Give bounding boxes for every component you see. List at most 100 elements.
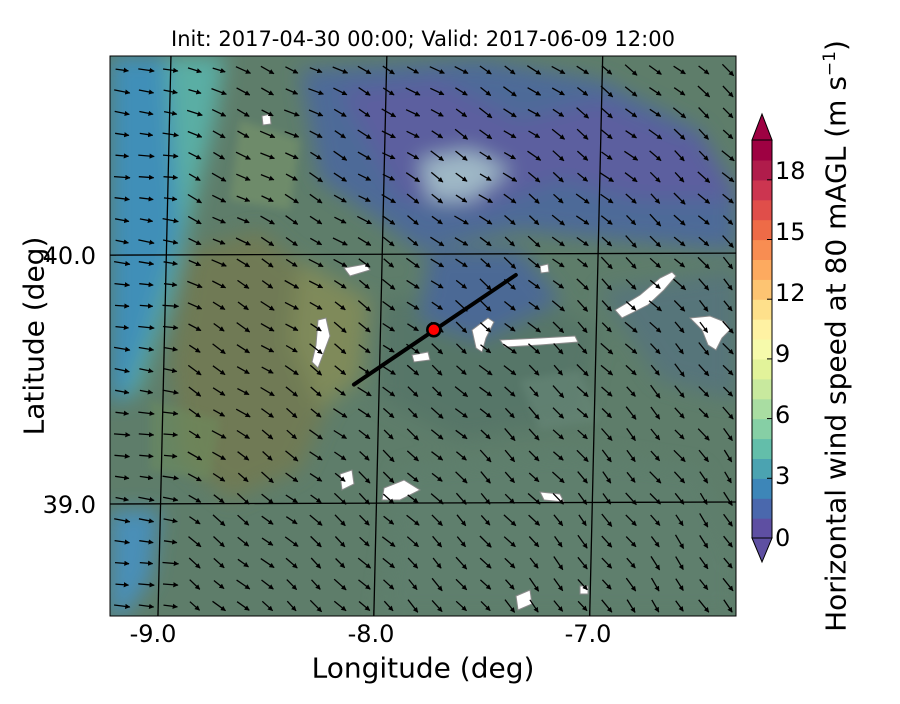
wind-vector-arrow [455, 172, 468, 182]
wind-vector-arrow [406, 152, 420, 160]
wind-vector-arrow [286, 600, 297, 612]
wind-vector-arrow [163, 67, 179, 73]
wind-vector-arrow [334, 451, 347, 461]
wind-vector-arrow [698, 236, 710, 247]
wind-vector-arrow [358, 366, 371, 375]
wind-vector-arrow [551, 300, 565, 312]
wind-vector-arrow [114, 196, 130, 202]
wind-vector-arrow [650, 514, 661, 526]
missing-patch [261, 113, 272, 126]
wind-vector-arrow [115, 132, 130, 138]
wind-vector-arrow [236, 492, 250, 505]
wind-vector-arrow [286, 429, 297, 440]
texture-patch [230, 120, 300, 210]
wind-vector-arrow [626, 386, 636, 397]
wind-vector-arrow [479, 300, 492, 312]
wind-vector-arrow [237, 514, 250, 526]
colorbar-segment [752, 299, 772, 320]
colorbar-tick-label: 12 [775, 279, 806, 307]
wind-vector-arrow [261, 109, 274, 117]
missing-patch [539, 263, 550, 274]
wind-vector-arrow [115, 153, 130, 159]
wind-vector-arrow [432, 557, 442, 569]
wind-vector-arrow [236, 108, 250, 117]
wind-vector-arrow [334, 387, 346, 396]
wind-vector-arrow [577, 471, 588, 484]
wind-vector-arrow [723, 278, 733, 291]
wind-vector-arrow [382, 215, 396, 225]
wind-vector-arrow [187, 364, 202, 376]
wind-vector-arrow [650, 406, 661, 420]
wind-vector-arrow [624, 321, 638, 333]
wind-vector-arrow [382, 322, 395, 332]
wind-vector-arrow [236, 344, 250, 354]
wind-vector-arrow [285, 323, 299, 332]
wind-vector-arrow [188, 323, 202, 332]
wind-vector-arrow [114, 303, 130, 309]
wind-vector-arrow [357, 408, 372, 418]
colorbar-frame [751, 139, 773, 539]
colorbar-tick-label: 3 [775, 462, 791, 490]
wind-vector-arrow [698, 342, 710, 356]
wind-vector-arrow [675, 578, 684, 591]
wind-vector-arrow [188, 557, 201, 569]
wind-vector-arrow [576, 386, 589, 398]
wind-vector-arrow [286, 407, 298, 419]
wind-vector-arrow [333, 87, 348, 96]
wind-vector-arrow [480, 86, 492, 97]
x-tick-label: -7.0 [564, 620, 612, 648]
wind-vector-arrow [722, 342, 734, 355]
wind-vector-arrow [455, 556, 468, 570]
wind-vector-arrow [187, 67, 202, 74]
wind-vector-arrow [139, 282, 154, 288]
wind-vector-arrow [260, 87, 274, 96]
wind-vector-arrow [310, 408, 322, 418]
wind-vector-arrow [334, 130, 346, 139]
wind-vector-arrow [139, 560, 154, 566]
wind-vector-arrow [698, 408, 709, 419]
wind-vector-arrow [553, 600, 564, 612]
wind-vector-arrow [650, 556, 661, 571]
wind-vector-arrow [308, 280, 324, 289]
wind-vector-arrow [722, 386, 734, 397]
wind-vector-arrow [527, 171, 541, 183]
x-tick-label: -8.0 [347, 620, 395, 648]
wind-vector-arrow [138, 603, 155, 609]
wind-vector-arrow [578, 514, 587, 527]
wind-vector-arrow [479, 65, 492, 75]
meridian-line [373, 56, 388, 616]
wind-vector-arrow [576, 236, 589, 247]
wind-vector-arrow [406, 279, 420, 289]
wind-vector-arrow [601, 599, 613, 613]
wind-vector-arrow [673, 87, 686, 96]
wind-vector-arrow [285, 494, 298, 504]
wind-vector-arrow [601, 535, 613, 548]
wind-vector-arrow [601, 428, 613, 441]
wind-vector-arrow [552, 150, 565, 162]
wind-vector-arrow [699, 321, 709, 333]
wind-vector-arrow [381, 194, 396, 204]
wind-vector-arrow [212, 409, 226, 417]
wind-vector-arrow [723, 535, 733, 548]
wind-vector-arrow [284, 301, 299, 310]
wind-vector-arrow [430, 171, 444, 183]
wind-vector-arrow [162, 132, 179, 138]
wind-vector-arrow [382, 87, 395, 96]
wind-vector-arrow [480, 471, 491, 484]
wind-vector-arrow [455, 321, 468, 334]
wind-vector-arrow [455, 492, 467, 505]
wind-vector-arrow [260, 152, 275, 160]
wind-vector-arrow [334, 514, 346, 527]
wind-vector-arrow [650, 450, 661, 462]
wind-vector-arrow [285, 386, 298, 397]
wind-vector-arrow [601, 151, 613, 161]
wind-vector-arrow [504, 493, 515, 504]
colorbar-segment [752, 398, 772, 420]
wind-vector-arrow [163, 282, 178, 288]
wind-vector-arrow [309, 67, 323, 74]
wind-vector-arrow [576, 128, 589, 140]
wind-vector-arrow [333, 578, 347, 591]
wind-vector-arrow [672, 107, 687, 119]
wind-vector-arrow [626, 599, 636, 613]
wind-vector-arrow [382, 407, 395, 419]
